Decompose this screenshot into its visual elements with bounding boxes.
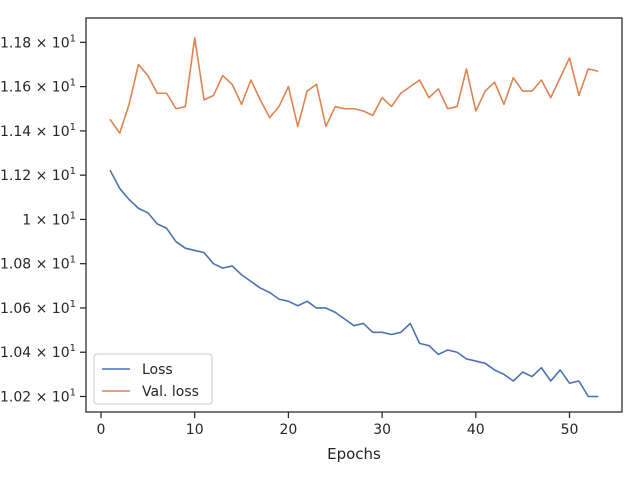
y-tick-times-ten: × 10 bbox=[31, 390, 69, 406]
y-tick-times-ten: × 10 bbox=[31, 168, 69, 184]
legend-label: Val. loss bbox=[142, 384, 199, 400]
y-tick-exponent: 1 bbox=[70, 166, 76, 177]
y-tick-mantissa: 1.04 bbox=[0, 345, 31, 361]
y-tick-label: 1.08 × 101 bbox=[0, 255, 76, 273]
y-tick-mantissa: 1.02 bbox=[0, 390, 31, 406]
x-tick-label: 50 bbox=[561, 422, 579, 438]
y-tick-exponent: 1 bbox=[70, 122, 76, 133]
x-axis-label: Epochs bbox=[327, 445, 381, 463]
y-tick-mantissa: 1.14 bbox=[0, 124, 31, 140]
x-tick-label: 20 bbox=[279, 422, 297, 438]
y-tick-times-ten: × 10 bbox=[31, 80, 69, 96]
legend-label: Loss bbox=[142, 362, 173, 378]
y-tick-times-ten: × 10 bbox=[31, 257, 69, 273]
y-tick-exponent: 1 bbox=[70, 33, 76, 44]
y-tick-exponent: 1 bbox=[70, 343, 76, 354]
y-tick-mantissa: 1.12 bbox=[0, 168, 31, 184]
y-tick-mantissa: 1.08 bbox=[0, 257, 31, 273]
y-tick-label: 1.16 × 101 bbox=[0, 78, 76, 96]
y-tick-label: 1 × 101 bbox=[22, 210, 76, 228]
x-tick-label: 30 bbox=[373, 422, 391, 438]
x-tick-label: 0 bbox=[97, 422, 106, 438]
y-tick-label: 1.02 × 101 bbox=[0, 388, 76, 406]
y-tick-label: 1.06 × 101 bbox=[0, 299, 76, 317]
series-line-loss bbox=[109, 169, 599, 398]
y-tick-mantissa: 1.18 bbox=[0, 35, 31, 51]
y-tick-mantissa: 1.06 bbox=[0, 301, 31, 317]
y-tick-exponent: 1 bbox=[70, 78, 76, 89]
x-tick-label: 40 bbox=[467, 422, 485, 438]
y-tick-times-ten: × 10 bbox=[31, 35, 69, 51]
y-tick-label: 1.04 × 101 bbox=[0, 343, 76, 361]
y-tick-label: 1.12 × 101 bbox=[0, 166, 76, 184]
y-tick-exponent: 1 bbox=[70, 388, 76, 399]
series-line-val-loss bbox=[109, 37, 599, 134]
y-tick-mantissa: 1.16 bbox=[0, 80, 31, 96]
x-tick-label: 10 bbox=[186, 422, 204, 438]
y-tick-exponent: 1 bbox=[70, 210, 76, 221]
y-tick-times-ten: × 10 bbox=[31, 301, 69, 317]
series-layer bbox=[109, 37, 599, 398]
y-tick-times-ten: × 10 bbox=[31, 124, 69, 140]
y-tick-label: 1.18 × 101 bbox=[0, 33, 76, 51]
y-tick-mantissa: 1 bbox=[22, 212, 31, 228]
y-tick-exponent: 1 bbox=[70, 299, 76, 310]
x-axis: 0 10 20 30 40 50 bbox=[97, 412, 579, 438]
y-tick-label: 1.14 × 101 bbox=[0, 122, 76, 140]
y-tick-times-ten: × 10 bbox=[31, 345, 69, 361]
legend: Loss Val. loss bbox=[93, 353, 213, 405]
y-tick-exponent: 1 bbox=[70, 255, 76, 266]
axes-frame bbox=[85, 17, 623, 413]
y-tick-times-ten: × 10 bbox=[31, 212, 69, 228]
